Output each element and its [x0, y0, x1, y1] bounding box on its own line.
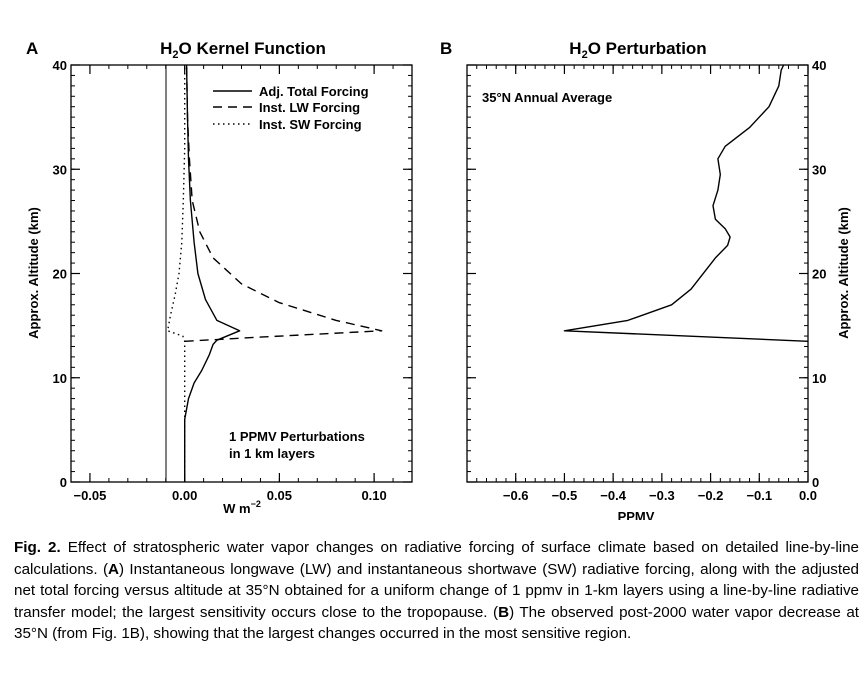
caption-label: Fig. 2. — [14, 539, 61, 556]
panel-a-y-tick-labels: 0 10 20 30 40 — [53, 58, 67, 490]
x-tick-label: −0.5 — [552, 488, 578, 503]
panel-b-x-tick-labels: −0.6 −0.5 −0.4 −0.3 −0.2 −0.1 0.0 — [503, 488, 817, 503]
panel-b-letter: B — [440, 39, 452, 58]
series-line-profile — [563, 64, 809, 342]
y-tick-label: 20 — [812, 267, 826, 282]
x-tick-label: −0.05 — [73, 488, 106, 503]
panel-b-y-axis-label: Approx. Altitude (km) — [836, 207, 851, 339]
panel-b-plot-frame — [466, 64, 809, 483]
caption-text-3: ) The observed post-2000 water vapor dec… — [14, 603, 859, 643]
panel-a-annotation: 1 PPMV Perturbations in 1 km layers — [229, 429, 365, 461]
caption-text-1: Effect of stratospheric water vapor chan… — [14, 539, 859, 578]
x-tick-label: 0.05 — [267, 488, 292, 503]
x-tick-label: −0.3 — [649, 488, 675, 503]
panel-a-kernel-function: A H2O Kernel Function −0.05 0.00 0.05 0.10 … — [26, 39, 413, 516]
panel-a-letter: A — [26, 39, 38, 58]
figure-2: A H2O Kernel Function −0.05 0.00 0.05 0.10 … — [26, 39, 851, 520]
legend-label-adj-total: Adj. Total Forcing — [259, 84, 369, 99]
x-tick-label: 0.10 — [361, 488, 386, 503]
panel-b-ticks — [466, 64, 809, 483]
panel-b-perturbation: B H2O Perturbation −0.6 −0.5 −0.4 −0.3 −0.2−… — [440, 39, 851, 520]
panel-a-x-tick-labels: −0.05 0.00 0.05 0.10 — [73, 488, 386, 503]
y-tick-label: 0 — [812, 475, 819, 490]
y-tick-label: 40 — [812, 58, 826, 73]
legend-label-inst-sw: Inst. SW Forcing — [259, 117, 362, 132]
panel-b-title: H2O Perturbation — [569, 39, 706, 61]
panel-a-title: H2O Kernel Function — [160, 39, 326, 61]
series-line-adj-total-forcing — [184, 64, 241, 482]
panel-b-series — [563, 64, 809, 342]
caption-panel-ref-b: B — [498, 603, 510, 621]
y-tick-label: 40 — [53, 58, 67, 73]
x-tick-label: −0.1 — [746, 488, 772, 503]
panel-a-y-axis-label: Approx. Altitude (km) — [26, 207, 41, 339]
panel-b-annotation: 35°N Annual Average — [482, 90, 612, 105]
y-tick-label: 20 — [53, 267, 67, 282]
panel-a-series — [166, 64, 383, 482]
figure-caption: Fig. 2. Effect of stratospheric water va… — [14, 537, 859, 645]
y-tick-label: 10 — [53, 371, 67, 386]
y-tick-label: 10 — [812, 371, 826, 386]
x-tick-label: −0.4 — [600, 488, 626, 503]
x-tick-label: 0.00 — [172, 488, 197, 503]
y-tick-label: 30 — [812, 162, 826, 177]
caption-text-2: ) Instantaneous longwave (LW) and instan… — [14, 560, 859, 621]
y-tick-label: 30 — [53, 162, 67, 177]
legend-label-inst-lw: Inst. LW Forcing — [259, 100, 360, 115]
caption-panel-ref-a: A — [108, 560, 119, 578]
panel-b-y-tick-labels: 0 10 20 30 40 — [812, 58, 826, 490]
panel-a-x-axis-label: W m−2 — [223, 499, 261, 516]
panel-b-x-axis-label: PPMV — [618, 509, 655, 520]
x-tick-label: −0.2 — [698, 488, 724, 503]
panel-a-legend: Adj. Total Forcing Inst. LW Forcing Inst… — [213, 84, 369, 132]
x-tick-label: 0.0 — [799, 488, 817, 503]
x-tick-label: −0.6 — [503, 488, 529, 503]
series-line-inst-sw-forcing — [166, 65, 186, 482]
y-tick-label: 0 — [60, 475, 67, 490]
series-line-inst-lw-forcing — [184, 64, 383, 342]
